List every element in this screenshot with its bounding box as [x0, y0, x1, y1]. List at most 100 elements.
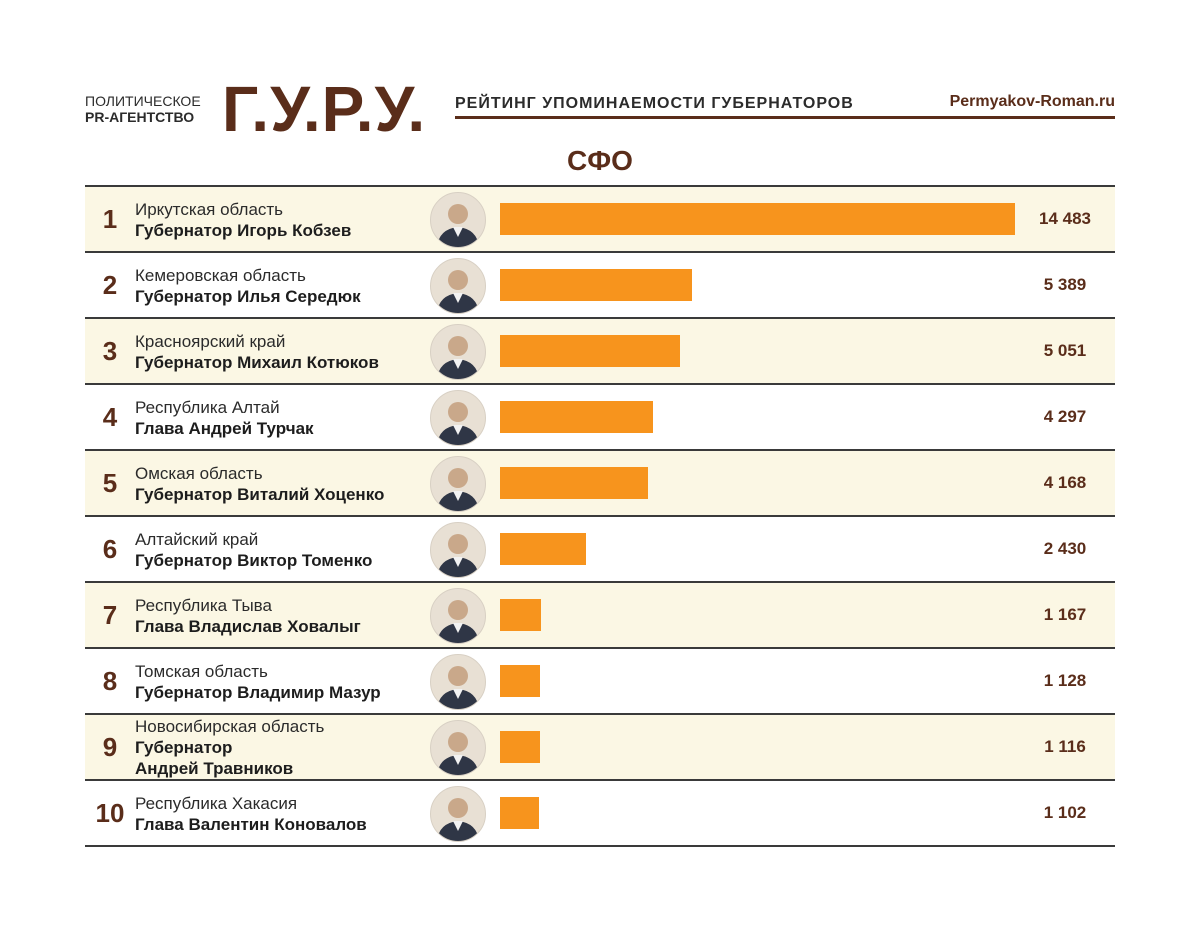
- governor-photo-icon: [430, 522, 486, 578]
- value-label: 1 102: [1043, 803, 1087, 822]
- rank-number: 2: [102, 270, 118, 300]
- value-bar: [500, 533, 586, 565]
- value-label: 5 051: [1043, 341, 1087, 360]
- governor-photo-icon: [430, 720, 486, 776]
- bar-area: [500, 583, 1015, 647]
- governor-name: Губернатор Михаил Котюков: [135, 353, 379, 372]
- region-name: Новосибирская область: [135, 717, 325, 736]
- header: ПОЛИТИЧЕСКОЕ PR-АГЕНТСТВО Г.У.Р.У. РЕЙТИ…: [85, 77, 1115, 141]
- rating-table: 1 Иркутская область Губернатор Игорь Кобзе…: [85, 185, 1115, 847]
- rank-number: 6: [102, 534, 118, 564]
- governor-name: Губернатор Виталий Хоценко: [135, 485, 385, 504]
- region-name: Омская область: [135, 464, 263, 483]
- rating-row: 3 Красноярский край Губернатор Михаил Котю…: [85, 317, 1115, 383]
- value-label: 1 167: [1043, 605, 1087, 624]
- governor-name: Губернатор Виктор Томенко: [135, 551, 373, 570]
- region-title: СФО: [567, 145, 633, 176]
- value-label: 14 483: [1039, 209, 1091, 228]
- governor-photo-icon: [430, 588, 486, 644]
- governor-name: Губернатор Илья Середюк: [135, 287, 361, 306]
- region-name: Иркутская область: [135, 200, 284, 219]
- rank-number: 10: [95, 798, 125, 828]
- names-block: Красноярский край Губернатор Михаил Котюк…: [135, 331, 425, 373]
- rank-number: 8: [102, 666, 118, 696]
- names-block: Иркутская область Губернатор Игорь Кобзев: [135, 199, 425, 241]
- header-rule: [455, 116, 1115, 119]
- region-name: Кемеровская область: [135, 266, 306, 285]
- governor-photo-icon: [430, 324, 486, 380]
- names-block: Алтайский край Губернатор Виктор Томенко: [135, 529, 425, 571]
- names-block: Кемеровская область Губернатор Илья Серед…: [135, 265, 425, 307]
- region-name: Республика Алтай: [135, 398, 280, 417]
- agency-line-2: PR-АГЕНТСТВО: [85, 109, 195, 125]
- rank-number: 4: [102, 402, 118, 432]
- governor-name: Губернатор Владимир Мазур: [135, 683, 381, 702]
- rating-row: 6 Алтайский край Губернатор Виктор Томенко…: [85, 515, 1115, 581]
- value-bar: [500, 665, 540, 697]
- value-bar: [500, 335, 680, 367]
- rating-title: РЕЙТИНГ УПОМИНАЕМОСТИ ГУБЕРНАТОРОВ: [455, 95, 854, 112]
- bar-area: [500, 649, 1015, 713]
- governor-name: Губернатор Игорь Кобзев: [135, 221, 352, 240]
- value-bar: [500, 599, 541, 631]
- bar-area: [500, 451, 1015, 515]
- bar-area: [500, 517, 1015, 581]
- rating-row: 2 Кемеровская область Губернатор Илья Сере…: [85, 251, 1115, 317]
- value-label: 4 297: [1043, 407, 1087, 426]
- value-label: 1 128: [1043, 671, 1087, 690]
- bar-area: [500, 319, 1015, 383]
- names-block: Новосибирская область Губернатор Андрей Тр…: [135, 716, 425, 779]
- value-bar: [500, 401, 653, 433]
- bar-area: [500, 781, 1015, 845]
- names-block: Томская область Губернатор Владимир Мазур: [135, 661, 425, 703]
- rating-row: 4 Республика Алтай Глава Андрей Турчак 4 29…: [85, 383, 1115, 449]
- rating-row: 5 Омская область Губернатор Виталий Хоценк…: [85, 449, 1115, 515]
- governor-name: Губернатор: [135, 738, 233, 757]
- value-label: 4 168: [1043, 473, 1087, 492]
- governor-photo-icon: [430, 456, 486, 512]
- region-name: Красноярский край: [135, 332, 286, 351]
- bar-area: [500, 715, 1015, 779]
- rating-row: 9 Новосибирская область Губернатор Андрей Т…: [85, 713, 1115, 779]
- governor-photo-icon: [430, 390, 486, 446]
- names-block: Республика Алтай Глава Андрей Турчак: [135, 397, 425, 439]
- rank-number: 9: [102, 732, 118, 762]
- governor-photo-icon: [430, 654, 486, 710]
- site-link[interactable]: Permyakov-Roman.ru: [949, 93, 1115, 110]
- bar-area: [500, 253, 1015, 317]
- governor-name: Глава Андрей Турчак: [135, 419, 314, 438]
- rank-number: 1: [102, 204, 118, 234]
- rank-number: 3: [102, 336, 118, 366]
- region-name: Республика Хакасия: [135, 794, 298, 813]
- rank-number: 5: [102, 468, 118, 498]
- rating-row: 7 Республика Тыва Глава Владислав Ховалыг 1…: [85, 581, 1115, 647]
- value-bar: [500, 269, 692, 301]
- names-block: Республика Хакасия Глава Валентин Коновал…: [135, 793, 425, 835]
- governor-name-line-2: Андрей Травников: [135, 759, 294, 778]
- bar-area: [500, 385, 1015, 449]
- rating-row: 8 Томская область Губернатор Владимир Мазу…: [85, 647, 1115, 713]
- guru-logo: Г.У.Р.У.: [222, 73, 427, 145]
- region-name: Республика Тыва: [135, 596, 272, 615]
- value-label: 5 389: [1043, 275, 1087, 294]
- value-bar: [500, 203, 1015, 235]
- governor-name: Глава Валентин Коновалов: [135, 815, 367, 834]
- rating-row: 1 Иркутская область Губернатор Игорь Кобзе…: [85, 185, 1115, 251]
- names-block: Омская область Губернатор Виталий Хоценко: [135, 463, 425, 505]
- governor-photo-icon: [430, 786, 486, 842]
- value-bar: [500, 731, 540, 763]
- region-name: Алтайский край: [135, 530, 259, 549]
- governor-photo-icon: [430, 258, 486, 314]
- names-block: Республика Тыва Глава Владислав Ховалыг: [135, 595, 425, 637]
- region-name: Томская область: [135, 662, 268, 681]
- rank-number: 7: [102, 600, 118, 630]
- value-label: 1 116: [1044, 737, 1086, 756]
- value-label: 2 430: [1043, 539, 1087, 558]
- bar-area: [500, 187, 1015, 251]
- agency-caption: ПОЛИТИЧЕСКОЕ PR-АГЕНТСТВО: [85, 93, 201, 125]
- value-bar: [500, 467, 648, 499]
- agency-line-1: ПОЛИТИЧЕСКОЕ: [85, 93, 201, 109]
- rating-row: 10 Республика Хакасия Глава Валентин Конов…: [85, 779, 1115, 847]
- governor-photo-icon: [430, 192, 486, 248]
- governor-name: Глава Владислав Ховалыг: [135, 617, 361, 636]
